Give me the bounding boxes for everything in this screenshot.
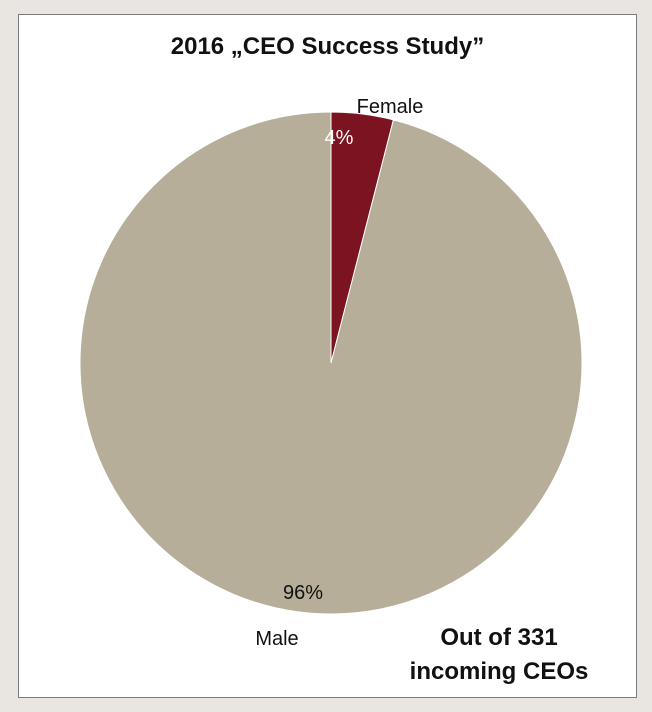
slice-value-label-female: 4% <box>325 127 354 149</box>
slice-category-label-female: Female <box>357 96 424 118</box>
footnote-line-2: incoming CEOs <box>409 658 589 685</box>
chart-title: 2016 „CEO Success Study” <box>170 33 485 60</box>
pie-slice-male <box>79 111 583 615</box>
pie-chart: Female 4% 96% Male <box>79 96 583 650</box>
footnote-line-1: Out of 331 <box>440 624 558 651</box>
slice-category-label-male: Male <box>255 628 298 650</box>
slice-value-label-male: 96% <box>283 582 323 604</box>
chart-footnote: Out of 331 incoming CEOs <box>379 621 619 689</box>
chart-panel: 2016 „CEO Success Study” Female 4% 96% M… <box>18 14 637 698</box>
